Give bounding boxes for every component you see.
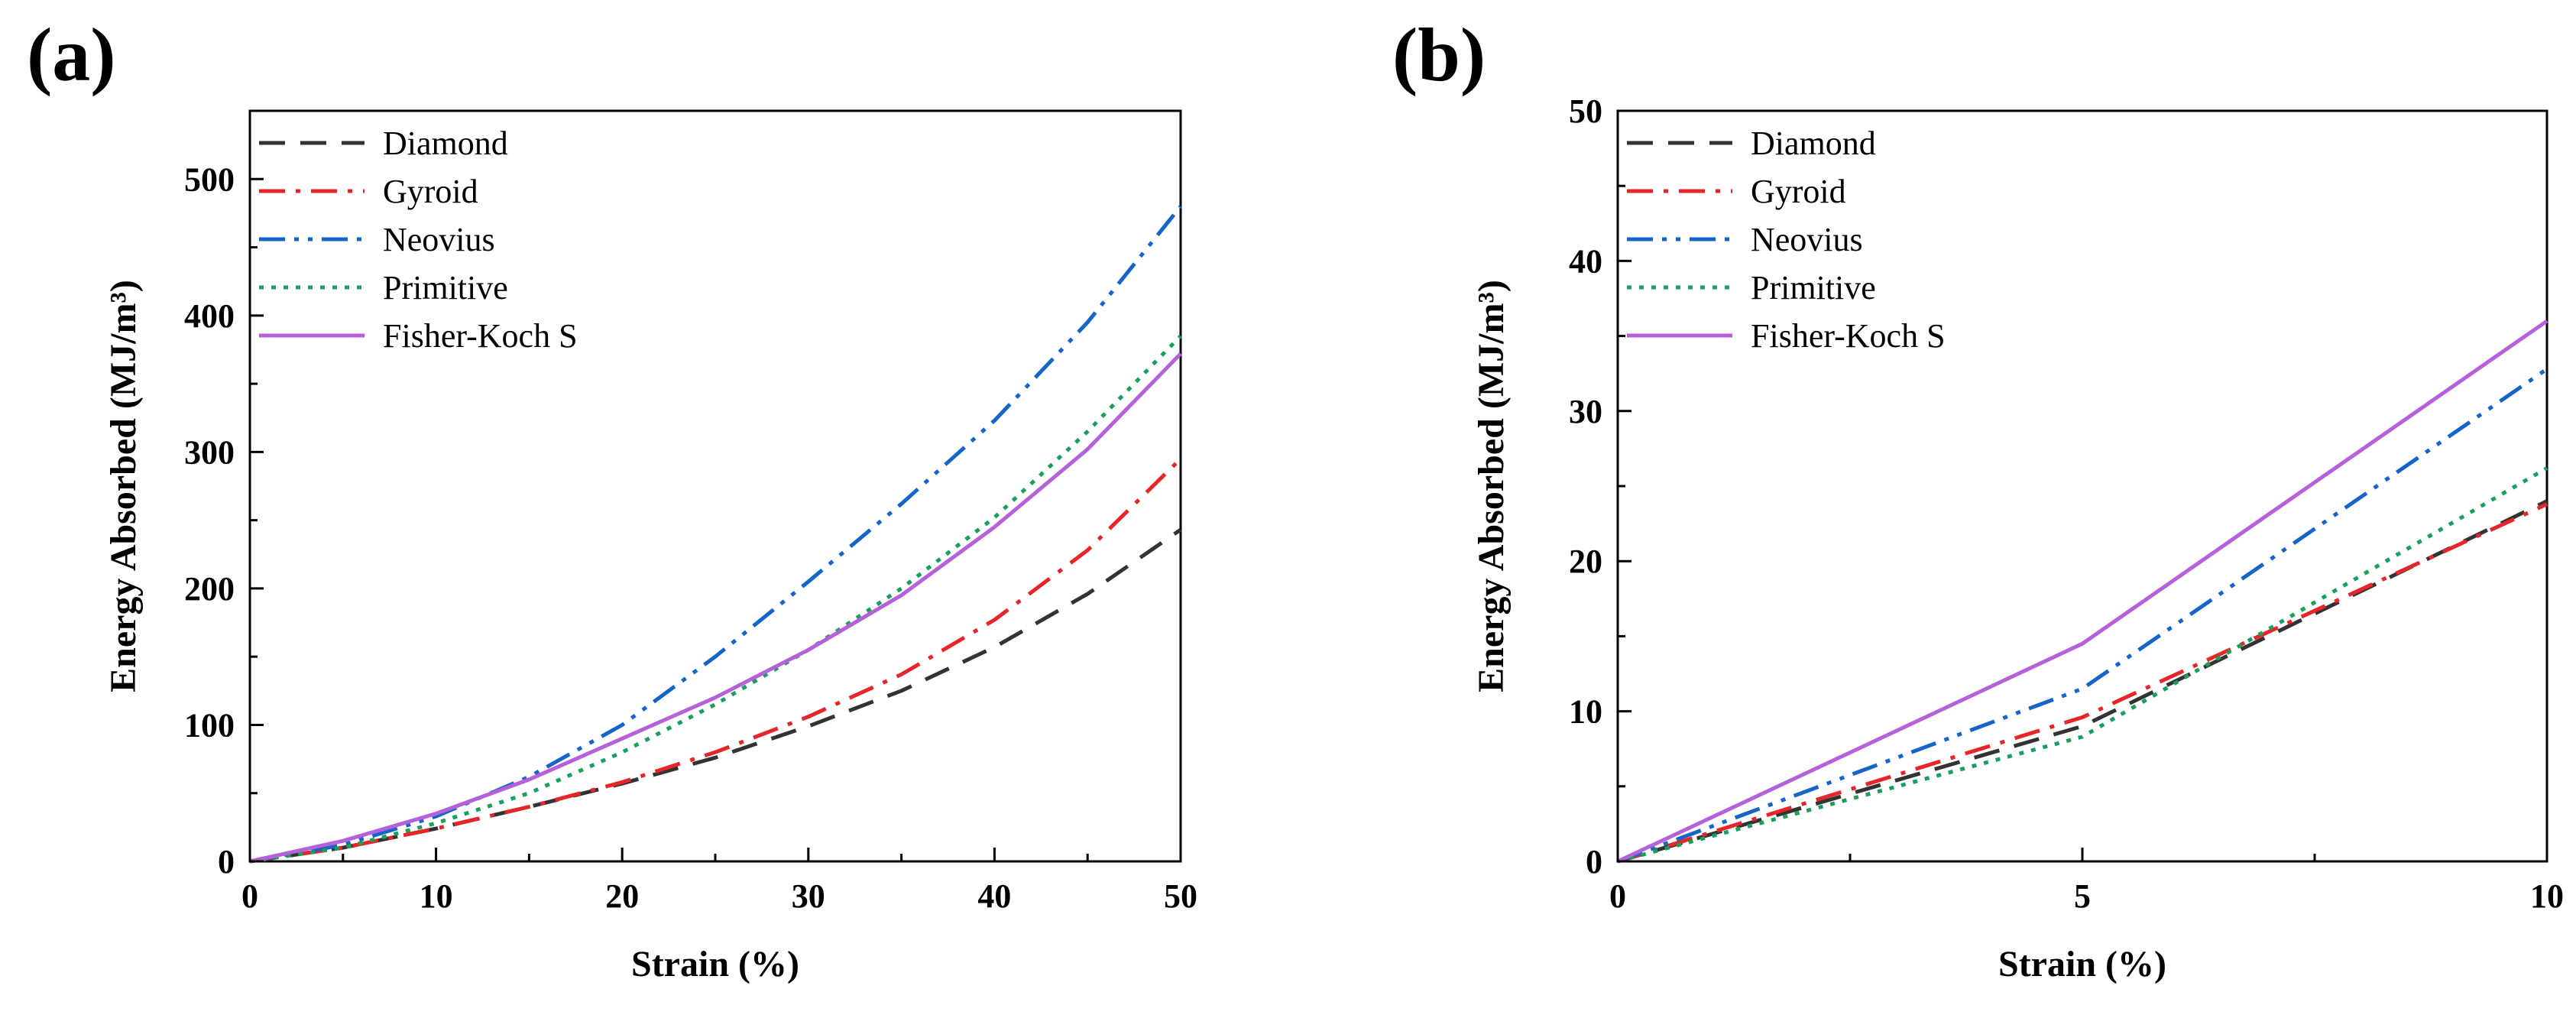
y-tick-label: 40 — [1569, 242, 1602, 280]
legend-label: Fisher-Koch S — [1751, 317, 1946, 355]
x-tick-label: 20 — [605, 877, 639, 915]
x-tick-label: 40 — [977, 877, 1011, 915]
legend-label: Fisher-Koch S — [383, 317, 578, 355]
series-line-primitive — [1617, 466, 2548, 864]
legend-label: Neovius — [1751, 221, 1863, 258]
y-tick-label: 400 — [184, 297, 235, 335]
legend-label: Diamond — [1751, 125, 1876, 162]
x-tick-label: 10 — [420, 877, 453, 915]
y-tick-label: 200 — [184, 570, 235, 608]
legend-label: Primitive — [1751, 269, 1876, 306]
x-tick-label: 5 — [2074, 877, 2091, 915]
x-tick-label: 30 — [792, 877, 825, 915]
x-axis-title: Strain (%) — [1998, 944, 2166, 984]
panel-label: (a) — [27, 12, 116, 97]
series-line-diamond — [249, 528, 1182, 864]
chart-panel-1: (b) 0 5 10 0 10 20 30 40 50 Strain (%) Energy Absor… — [1392, 12, 2564, 984]
legend-label: Neovius — [383, 221, 495, 258]
y-axis-title: Energy Absorbed (MJ/m³) — [1471, 280, 1512, 692]
y-tick-label: 30 — [1569, 393, 1602, 430]
y-tick-label: 20 — [1569, 543, 1602, 580]
y-tick-label: 300 — [184, 433, 235, 471]
x-axis-title: Strain (%) — [631, 944, 799, 984]
series-line-fisher-koch-s — [1616, 319, 2548, 864]
series-line-fisher-koch-s — [249, 352, 1182, 864]
panel-label: (b) — [1392, 12, 1486, 97]
x-tick-label: 0 — [241, 877, 258, 915]
y-tick-label: 100 — [184, 706, 235, 744]
legend-label: Gyroid — [383, 173, 478, 210]
series-line-diamond — [1617, 499, 2548, 864]
series-line-neovius — [1617, 367, 2548, 864]
y-tick-label: 0 — [218, 843, 235, 880]
y-tick-label: 500 — [184, 161, 235, 198]
x-tick-label: 50 — [1164, 877, 1197, 915]
legend-label: Diamond — [383, 125, 508, 162]
x-tick-label: 0 — [1609, 877, 1626, 915]
series-line-gyroid — [249, 457, 1182, 864]
series-line-primitive — [249, 334, 1182, 864]
x-tick-label: 10 — [2530, 877, 2564, 915]
legend: Diamond Gyroid Neovius Primitive Fisher-Koch… — [1627, 125, 1946, 355]
series-line-gyroid — [1617, 502, 2548, 864]
legend-label: Primitive — [383, 269, 508, 306]
y-tick-label: 50 — [1569, 92, 1602, 130]
series-line-neovius — [249, 205, 1182, 864]
y-axis-title: Energy Absorbed (MJ/m³) — [103, 280, 144, 692]
legend: Diamond Gyroid Neovius Primitive Fisher-Koch… — [259, 125, 578, 355]
y-tick-label: 0 — [1586, 843, 1602, 880]
y-tick-label: 10 — [1569, 693, 1602, 731]
legend-label: Gyroid — [1751, 173, 1846, 210]
